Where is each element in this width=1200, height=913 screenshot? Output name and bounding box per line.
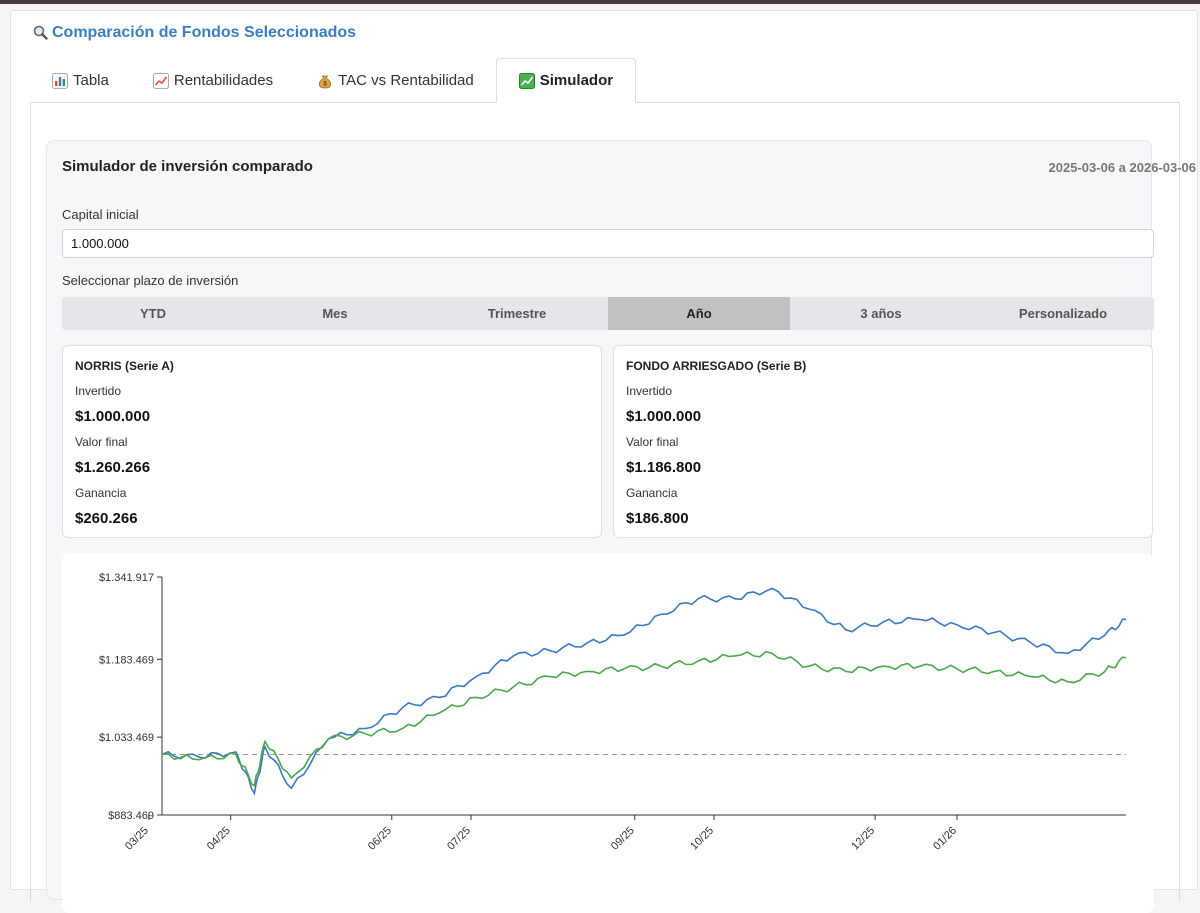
fund-card-norris: NORRIS (Serie A) Invertido $1.000.000 Va… <box>62 345 602 538</box>
final-label: Valor final <box>75 435 128 449</box>
x-tick-label: 06/25 <box>366 825 394 853</box>
gain-label: Ganancia <box>626 486 678 500</box>
magnifier-icon <box>33 25 48 40</box>
money-bag-icon: $ <box>319 75 332 88</box>
y-tick-label: $1.183.469 <box>99 654 154 666</box>
y-tick-label: $1.033.469 <box>99 732 154 744</box>
simulator-card: Simulador de inversión comparado 2025-03… <box>46 140 1196 913</box>
tab-rentabilidades[interactable]: Rentabilidades <box>131 58 295 103</box>
tab-tabla-label: Tabla <box>73 72 109 89</box>
date-range: 2025-03-06 a 2026-03-06 <box>1048 160 1196 175</box>
fund-card-arriesgado: FONDO ARRIESGADO (Serie B) Invertido $1.… <box>613 345 1153 538</box>
invested-value: $1.000.000 <box>75 408 151 425</box>
tab-simulador-label: Simulador <box>539 72 614 89</box>
final-value: $1.186.800 <box>626 459 702 476</box>
plazo-label: Seleccionar plazo de inversión <box>62 273 239 288</box>
capital-input[interactable] <box>62 229 1154 258</box>
y-tick-label: $883.469 <box>108 810 154 822</box>
x-tick-label: 03/25 <box>123 825 151 853</box>
tab-tac-vs-rentabilidad[interactable]: $ TAC vs Rentabilidad <box>295 58 496 103</box>
chart-container: $1.341.917 $1.183.469 $1.033.469 $883.469 03… <box>62 553 1154 913</box>
invested-value: $1.000.000 <box>626 408 702 425</box>
trend-up-icon <box>152 72 169 89</box>
invested-label: Invertido <box>75 384 122 398</box>
page-title: Comparación de Fondos Seleccionados <box>31 24 356 42</box>
tab-content <box>30 102 1180 902</box>
top-bar <box>0 0 1200 4</box>
x-tick-label: 12/25 <box>849 825 877 853</box>
fund-name: NORRIS (Serie A) <box>75 359 174 373</box>
x-tick-label: 07/25 <box>445 825 473 853</box>
final-value: $1.260.266 <box>75 459 151 476</box>
tab-rentabilidades-label: Rentabilidades <box>173 72 274 89</box>
tab-bar: Tabla Rentabilidades $ TAC vs Rentabilid… <box>30 58 637 103</box>
final-label: Valor final <box>626 435 679 449</box>
tab-simulador[interactable]: Simulador <box>495 58 637 103</box>
gain-value: $186.800 <box>626 510 689 527</box>
invested-label: Invertido <box>626 384 673 398</box>
plazo-mes[interactable]: Mes <box>322 306 348 321</box>
plazo-selector: YTD Mes Trimestre Año 3 años Personaliza… <box>62 297 1154 330</box>
plazo-3-anos[interactable]: 3 años <box>860 306 902 321</box>
series-line-0 <box>161 587 1127 796</box>
plazo-personalizado[interactable]: Personalizado <box>1018 306 1108 321</box>
x-tick-label: 01/26 <box>931 825 959 853</box>
simulator-title: Simulador de inversión comparado <box>62 158 313 175</box>
gain-label: Ganancia <box>75 486 127 500</box>
tab-tac-vs-rentabilidad-label: TAC vs Rentabilidad <box>338 72 474 89</box>
chart-yen-icon <box>518 72 535 89</box>
y-tick-label: $1.341.917 <box>99 572 154 584</box>
x-tick-label: 04/25 <box>205 825 233 853</box>
plazo-trimestre[interactable]: Trimestre <box>487 306 547 321</box>
page-title-text: Comparación de Fondos Seleccionados <box>52 24 357 41</box>
x-tick-label: 09/25 <box>609 825 637 853</box>
capital-label: Capital inicial <box>62 207 139 222</box>
investment-chart: $1.341.917 $1.183.469 $1.033.469 $883.469 03… <box>99 572 1127 853</box>
gain-value: $260.266 <box>75 510 138 527</box>
x-tick-label: 10/25 <box>688 825 716 853</box>
svg-text:$: $ <box>323 81 327 87</box>
plazo-ytd[interactable]: YTD <box>140 306 166 321</box>
plazo-ano[interactable]: Año <box>608 297 790 330</box>
bar-chart-icon <box>52 72 68 89</box>
fund-name: FONDO ARRIESGADO (Serie B) <box>626 359 807 373</box>
series-line-1 <box>161 650 1127 788</box>
tab-tabla[interactable]: Tabla <box>30 58 131 103</box>
